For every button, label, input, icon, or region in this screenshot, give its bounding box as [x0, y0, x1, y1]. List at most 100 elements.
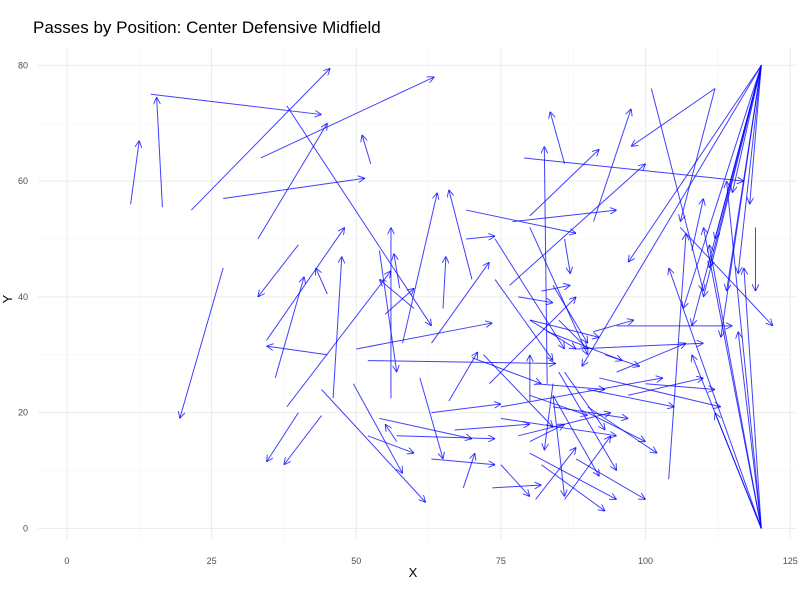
x-tick-label: 100 [638, 556, 653, 566]
pass-arrow [394, 253, 401, 289]
y-tick-label: 20 [18, 408, 28, 418]
pass-arrow [709, 245, 762, 529]
pass-arrow [593, 109, 631, 222]
pass-arrow [529, 319, 599, 337]
pass-arrow [362, 135, 372, 164]
pass-arrow [500, 417, 617, 435]
pass-arrow [431, 262, 489, 344]
pass-arrow [267, 412, 299, 462]
pass-arrow [599, 377, 721, 407]
pass-arrow [544, 383, 554, 451]
pass-arrow [130, 141, 140, 205]
pass-arrow [316, 268, 328, 295]
pass-arrow [552, 285, 588, 343]
y-axis-label: Y [0, 294, 15, 303]
pass-arrow [668, 233, 686, 480]
pass-arrow [558, 371, 617, 470]
pass-arrow [471, 357, 541, 384]
pass-arrow [332, 256, 342, 399]
pass-arrow [552, 395, 599, 476]
pass-arrow [529, 319, 576, 349]
pass-arrow [541, 464, 605, 511]
pass-arrow [223, 178, 365, 199]
pass-arrow [352, 383, 402, 474]
chart-title: Passes by Position: Center Defensive Mid… [33, 18, 381, 37]
pass-arrow [286, 271, 391, 408]
pass-arrow [449, 190, 473, 280]
x-axis-label: X [409, 565, 418, 580]
pass-arrow [544, 146, 547, 384]
x-tick-label: 125 [783, 556, 798, 566]
pass-arrow [550, 112, 566, 164]
pass-arrow [431, 458, 495, 465]
pass-arrow [379, 417, 472, 438]
pass-arrow [750, 65, 762, 204]
grid-lines [38, 48, 796, 540]
pass-arrow [727, 181, 762, 529]
pass-arrow [715, 65, 762, 239]
pass-arrow [512, 210, 616, 223]
pass-arrow [529, 452, 617, 499]
pass-arrow [448, 352, 478, 402]
pass-arrow [692, 355, 762, 529]
pass-arrow [575, 458, 645, 500]
pass-arrow [257, 123, 327, 240]
pass-arrow [535, 383, 605, 390]
pass-arrow [190, 68, 330, 211]
pass-arrow [466, 236, 495, 239]
pass-arrow [604, 354, 640, 367]
pass-arrow [443, 256, 446, 309]
pass-arrow [587, 412, 646, 442]
pass-arrow [523, 157, 744, 181]
pass-arrow [180, 267, 224, 418]
pass-arrow [454, 424, 530, 431]
x-axis-ticks: 0 25 50 75 100 125 [64, 556, 797, 566]
pass-arrow [367, 435, 414, 453]
pass-arrow [631, 88, 716, 147]
y-tick-label: 80 [18, 60, 28, 70]
pass-arrow [402, 193, 438, 344]
pass-arrow [564, 371, 606, 430]
pass-arrow [509, 164, 646, 286]
pass-arrow [628, 65, 762, 262]
pass-arrow [258, 244, 299, 297]
pass-arrow [284, 415, 322, 465]
pass-arrow [157, 97, 163, 208]
pass-arrow [356, 323, 492, 350]
pass-arrow [691, 198, 704, 251]
y-axis-ticks: 0 20 40 60 80 [18, 60, 28, 533]
pass-arrow [385, 424, 398, 442]
pass-arrow [500, 378, 663, 408]
pass-arrow [669, 268, 762, 529]
pass-arrow [462, 453, 475, 489]
pass-arrow [552, 395, 565, 496]
x-tick-label: 75 [496, 556, 506, 566]
pass-arrow [564, 436, 611, 500]
x-tick-label: 25 [207, 556, 217, 566]
pass-arrow [529, 149, 599, 217]
pass-arrow [680, 88, 716, 222]
pass-arrow [518, 296, 553, 303]
pass-arrow [628, 378, 703, 396]
pass-arrow [744, 268, 762, 529]
pass-arrow [379, 280, 415, 309]
pass-arrow [260, 77, 435, 159]
x-tick-label: 0 [64, 556, 69, 566]
pass-arrow [494, 279, 553, 361]
pass-arrow [732, 65, 762, 192]
pass-arrow [419, 377, 443, 459]
pass-arrow [466, 209, 576, 233]
pass-arrow [500, 464, 530, 497]
pass-arrow [738, 65, 762, 273]
pass-arrow [738, 332, 762, 529]
pass-arrow [552, 406, 628, 419]
pass-arrow [547, 331, 622, 361]
y-tick-label: 60 [18, 176, 28, 186]
pass-arrow [645, 383, 715, 390]
pass-arrow [286, 105, 432, 326]
pass-arrow [321, 389, 426, 503]
pass-arrow [558, 319, 588, 349]
pass-arrow [266, 227, 345, 341]
pass-arrow [587, 389, 675, 407]
